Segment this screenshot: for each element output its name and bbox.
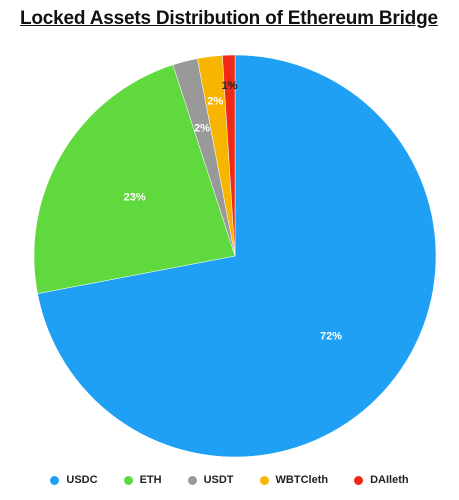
legend-item-usdc: USDC: [50, 474, 98, 486]
legend-label-wbtcleth: WBTCleth: [275, 474, 329, 486]
legend-label-daileth: DAIleth: [370, 474, 409, 486]
slice-label-eth: 23%: [124, 192, 146, 204]
chart-title: Locked Assets Distribution of Ethereum B…: [20, 8, 438, 29]
legend-swatch-usdc: [50, 475, 60, 485]
legend-swatch-daileth: [354, 475, 364, 485]
legend-item-daileth: DAIleth: [354, 474, 409, 486]
pie-chart: 72% 23% 2% 2% 1%: [33, 54, 437, 458]
pie-slice-daileth: [222, 54, 236, 257]
legend-swatch-eth: [123, 475, 133, 485]
slice-label-daileth: 1%: [222, 80, 238, 92]
pie-slice-usdc: [37, 54, 437, 458]
pie-slice-eth: [33, 64, 236, 294]
legend-item-usdt: USDT: [187, 474, 234, 486]
legend-label-usdt: USDT: [203, 474, 234, 486]
legend-label-usdc: USDC: [66, 474, 98, 486]
legend-swatch-usdt: [187, 475, 197, 485]
slice-label-wbtcleth: 2%: [207, 95, 223, 107]
legend-item-eth: ETH: [123, 474, 162, 486]
slice-label-usdc: 72%: [320, 330, 342, 342]
legend: USDC ETH USDT WBTCleth DAIleth: [0, 474, 459, 486]
legend-swatch-wbtcleth: [259, 475, 269, 485]
slice-label-usdt: 2%: [194, 123, 210, 135]
legend-item-wbtcleth: WBTCleth: [259, 474, 329, 486]
legend-label-eth: ETH: [139, 474, 162, 486]
